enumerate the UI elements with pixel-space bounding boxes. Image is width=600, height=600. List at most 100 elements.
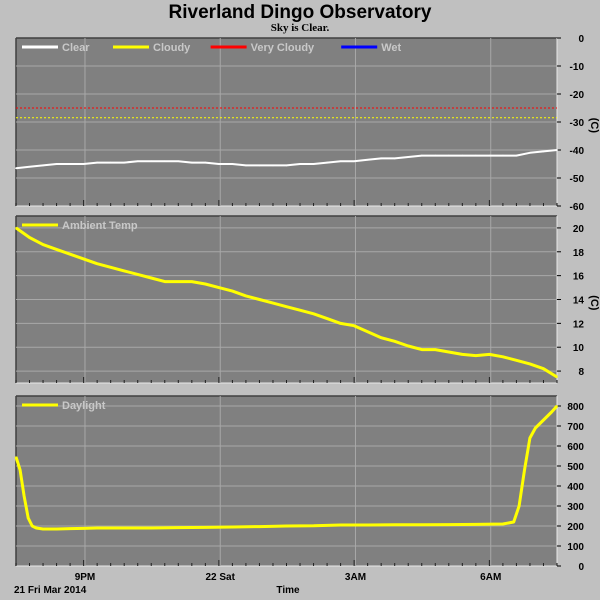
data-point (523, 469, 526, 471)
data-point (82, 258, 85, 260)
y-tick-label: 800 (567, 402, 584, 413)
plot-area (16, 396, 557, 566)
data-point (353, 324, 355, 327)
x-tick-label: 9PM (75, 572, 96, 583)
panels: 0 -10 -20 -30 -40 -50 -60 (C) Clear Cloudy Very Cl… (14, 34, 600, 573)
y-tick-label: 16 (573, 272, 585, 283)
data-point (27, 517, 29, 519)
data-point (542, 419, 545, 421)
y-tick-label: 14 (573, 296, 585, 307)
legend-item-wet: Wet (341, 42, 402, 54)
data-point (55, 528, 58, 530)
data-point (420, 524, 423, 526)
data-point (312, 313, 315, 315)
data-point (285, 525, 288, 527)
data-point (23, 495, 25, 497)
data-point (407, 345, 410, 347)
data-point (515, 359, 518, 362)
panel-sky: 0 -10 -20 -30 -40 -50 -60 (C) Clear Cloudy Very Cl… (15, 34, 600, 213)
legend-item-very-cloudy: Very Cloudy (210, 42, 315, 54)
y-tick-label: -30 (570, 118, 585, 129)
data-point (339, 160, 342, 162)
data-point (204, 526, 207, 529)
y-tick-label: 20 (573, 224, 585, 235)
data-point (339, 524, 342, 526)
data-point (136, 273, 139, 276)
data-point (96, 161, 98, 164)
data-point (177, 160, 180, 162)
x-tick-label: 3AM (345, 572, 366, 583)
data-point (55, 248, 58, 251)
data-point (448, 523, 450, 526)
legend-label: Clear (62, 42, 90, 54)
data-point (42, 243, 44, 246)
data-point (393, 157, 396, 160)
data-point (448, 351, 450, 353)
data-point (150, 527, 153, 529)
x-tick-labels: 9PM 22 Sat 3AM 6AM (75, 572, 502, 583)
data-point (204, 283, 207, 285)
legend-label: Very Cloudy (251, 42, 315, 54)
y-tick-label: -40 (570, 146, 585, 157)
y-tick-label: -50 (570, 174, 585, 185)
y-tick-label: -60 (570, 202, 585, 213)
data-point (461, 353, 464, 356)
data-point (258, 525, 261, 528)
legend-item-clear: Clear (22, 42, 90, 54)
data-point (191, 280, 193, 283)
data-point (35, 527, 38, 529)
y-tick-label: 10 (573, 343, 585, 354)
x-date-label: 21 Fri Mar 2014 (14, 585, 87, 596)
data-point (245, 164, 247, 167)
data-point (109, 266, 112, 269)
data-point (534, 427, 537, 429)
data-point (96, 262, 98, 265)
chart-subtitle: Sky is Clear. (271, 22, 330, 34)
data-point (502, 154, 504, 157)
y-tick-label: 400 (567, 482, 584, 493)
data-point (326, 317, 328, 320)
data-point (515, 154, 518, 157)
data-point (366, 159, 369, 161)
y-tick-label: -10 (570, 62, 585, 73)
data-point (82, 163, 85, 165)
data-point (163, 280, 166, 283)
legend-item-daylight: Daylight (22, 400, 106, 412)
data-point (420, 154, 423, 157)
y-tick-label: 8 (578, 367, 584, 378)
data-point (502, 523, 504, 525)
data-point (529, 437, 531, 439)
data-point (218, 163, 220, 165)
legend-label: Daylight (62, 400, 106, 412)
data-point (299, 163, 301, 165)
data-point (434, 154, 437, 157)
y-tick-label: 0 (578, 34, 584, 45)
data-point (556, 149, 558, 151)
data-point (231, 526, 234, 528)
y-tick-label: 500 (567, 462, 584, 473)
legend-label: Wet (381, 42, 401, 54)
y-tick-label: 600 (567, 442, 584, 453)
data-point (475, 154, 477, 157)
data-point (191, 161, 193, 164)
data-point (488, 154, 491, 157)
data-point (123, 270, 125, 272)
data-point (218, 286, 220, 289)
panel-ambient: 20 18 16 14 12 10 8 (C) Ambient Temp (15, 215, 600, 384)
y-tick-label: 700 (567, 422, 584, 433)
data-point (31, 525, 34, 527)
y-tick-label: 300 (567, 502, 584, 513)
data-point (393, 340, 396, 343)
y-tick-label: 18 (573, 248, 585, 259)
data-point (556, 405, 558, 407)
data-point (258, 298, 261, 301)
data-point (380, 336, 382, 339)
data-point (542, 367, 545, 370)
data-point (366, 524, 369, 526)
data-point (475, 354, 477, 357)
x-tick-label: 6AM (480, 572, 501, 583)
data-point (285, 164, 288, 167)
y-tick-label: -20 (570, 90, 585, 101)
data-point (448, 154, 450, 157)
